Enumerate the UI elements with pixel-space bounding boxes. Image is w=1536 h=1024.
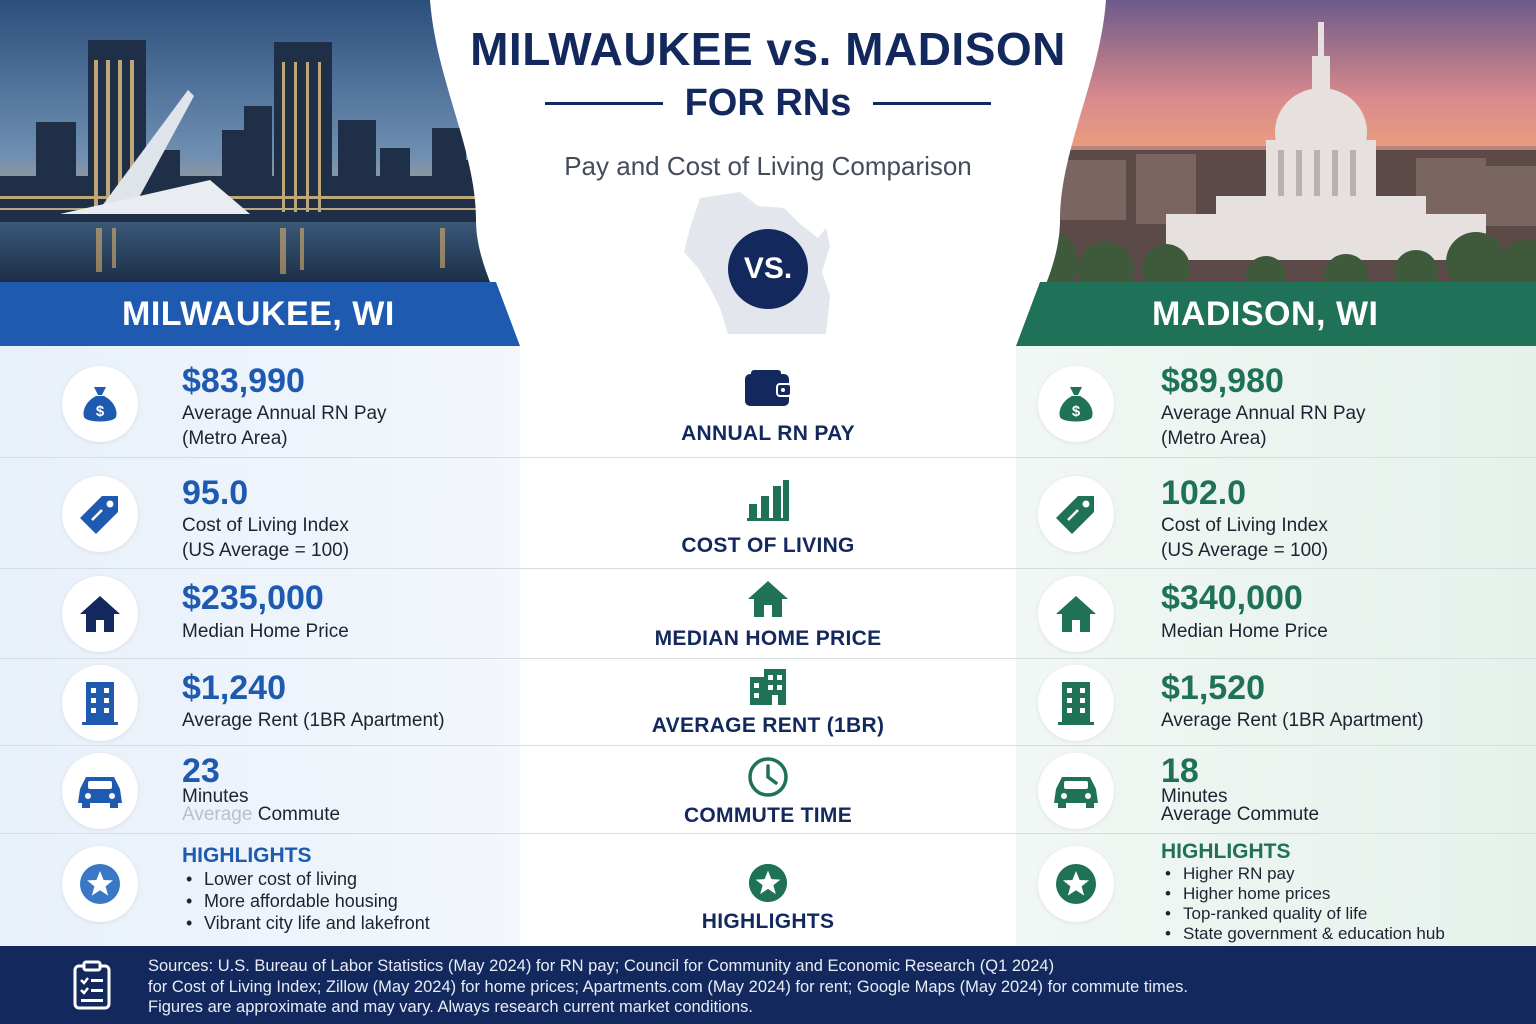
madison-home-desc: Median Home Price	[1161, 621, 1328, 642]
list-item: State government & education hub	[1161, 924, 1445, 944]
price-tag-icon	[62, 476, 138, 552]
madison-column	[1016, 346, 1536, 946]
madison-rent-value: $1,520	[1161, 669, 1265, 707]
svg-text:$: $	[96, 403, 105, 420]
row-cost-of-living: 95.0 Cost of Living Index (US Average = …	[0, 458, 1536, 569]
label-cost-of-living: COST OF LIVING	[681, 534, 855, 557]
madison-highlights-list: Higher RN pay Higher home prices Top-ran…	[1161, 864, 1445, 944]
sources-line1: Sources: U.S. Bureau of Labor Statistics…	[148, 957, 1055, 975]
row-commute-time: 23 Minutes Average Commute COMMUTE TIME …	[0, 746, 1536, 834]
star-icon	[62, 846, 138, 922]
list-item: Lower cost of living	[182, 868, 430, 890]
car-icon	[62, 753, 138, 829]
milwaukee-rent-value: $1,240	[182, 669, 286, 707]
madison-pay-desc-line1: Average Annual RN Pay	[1161, 403, 1366, 424]
madison-commute-value: 18	[1161, 752, 1199, 790]
building-icon-madison	[1038, 665, 1114, 741]
madison-commute-unit: Minutes	[1161, 786, 1228, 807]
page-subtitle: Pay and Cost of Living Comparison	[564, 151, 972, 181]
car-icon-madison	[1038, 753, 1114, 829]
row-average-rent: $1,240 Average Rent (1BR Apartment) AVER…	[0, 659, 1536, 746]
sources-line2: for Cost of Living Index; Zillow (May 20…	[148, 977, 1188, 996]
madison-city-name: MADISON, WI	[1152, 295, 1379, 333]
milwaukee-cost-value: 95.0	[182, 474, 249, 512]
label-median-home-price: MEDIAN HOME PRICE	[654, 627, 882, 650]
label-commute-time: COMMUTE TIME	[683, 804, 853, 827]
milwaukee-commute-value: 23	[182, 752, 220, 790]
building-icon	[62, 665, 138, 741]
house-icon-center	[728, 579, 808, 619]
list-item: Vibrant city life and lakefront	[182, 912, 430, 934]
row-highlights: HIGHLIGHTS Lower cost of living More aff…	[0, 834, 1536, 946]
row-annual-pay: $ $83,990 Average Annual RN Pay (Metro A…	[0, 346, 1536, 458]
milwaukee-home-value: $235,000	[182, 579, 324, 617]
title-line2-wrap: FOR RNs	[430, 82, 1106, 125]
money-bag-icon-madison: $	[1038, 366, 1114, 442]
label-highlights: HIGHLIGHTS	[701, 910, 835, 933]
madison-rent-desc: Average Rent (1BR Apartment)	[1161, 710, 1424, 731]
title-rule-left	[544, 102, 663, 105]
title-block: MILWAUKEE vs. MADISON FOR RNs Pay and Co…	[430, 22, 1106, 182]
madison-pay-value: $89,980	[1161, 362, 1284, 400]
clock-icon	[728, 756, 808, 798]
title-rule-right	[873, 102, 992, 105]
milwaukee-commute-label-faded: Average	[182, 804, 253, 825]
house-icon	[62, 576, 138, 652]
madison-highlights-title: HIGHLIGHTS	[1161, 840, 1291, 863]
milwaukee-rent-desc: Average Rent (1BR Apartment)	[182, 710, 445, 731]
house-icon-madison	[1038, 576, 1114, 652]
madison-cost-desc: Cost of Living Index (US Average = 100)	[1161, 513, 1328, 563]
label-average-rent: AVERAGE RENT (1BR)	[651, 714, 885, 737]
page-title-line2: FOR RNs	[684, 82, 852, 124]
list-item: Top-ranked quality of life	[1161, 904, 1445, 924]
milwaukee-highlights-list: Lower cost of living More affordable hou…	[182, 868, 430, 934]
madison-banner: MADISON, WI	[1016, 282, 1536, 346]
svg-text:$: $	[1072, 403, 1081, 420]
comparison-table: $ $83,990 Average Annual RN Pay (Metro A…	[0, 346, 1536, 946]
star-icon-madison	[1038, 846, 1114, 922]
sources-line3: Figures are approximate and may vary. Al…	[148, 998, 753, 1016]
madison-pay-desc: Average Annual RN Pay (Metro Area)	[1161, 401, 1366, 451]
madison-cost-value: 102.0	[1161, 474, 1247, 512]
madison-commute-desc: Minutes Average Commute	[1161, 786, 1320, 825]
milwaukee-home-desc: Median Home Price	[182, 621, 349, 642]
milwaukee-pay-desc-line1: Average Annual RN Pay	[182, 403, 387, 424]
apartment-icon	[728, 667, 808, 707]
vs-badge: VS.	[728, 229, 808, 309]
madison-pay-desc-line2: (Metro Area)	[1161, 428, 1267, 449]
milwaukee-highlights-title: HIGHLIGHTS	[182, 844, 312, 867]
milwaukee-cost-desc-line2: (US Average = 100)	[182, 540, 350, 561]
milwaukee-cost-desc-line1: Cost of Living Index	[182, 515, 349, 536]
milwaukee-banner: MILWAUKEE, WI	[0, 282, 520, 346]
madison-commute-label: Average Commute	[1161, 804, 1320, 825]
milwaukee-city-name: MILWAUKEE, WI	[122, 295, 395, 333]
madison-home-value: $340,000	[1161, 579, 1303, 617]
wallet-icon	[728, 368, 808, 408]
sources-footer: Sources: U.S. Bureau of Labor Statistics…	[0, 946, 1536, 1024]
sources-text: Sources: U.S. Bureau of Labor Statistics…	[148, 956, 1188, 1018]
page-title: MILWAUKEE vs. MADISON	[470, 23, 1066, 75]
milwaukee-commute-unit: Minutes	[182, 786, 249, 807]
milwaukee-commute-label-rest: Commute	[252, 804, 341, 825]
milwaukee-pay-desc: Average Annual RN Pay (Metro Area)	[182, 401, 387, 451]
milwaukee-pay-value: $83,990	[182, 362, 305, 400]
milwaukee-cost-desc: Cost of Living Index (US Average = 100)	[182, 513, 349, 563]
list-item: More affordable housing	[182, 890, 430, 912]
star-icon-center	[728, 862, 808, 904]
list-item: Higher home prices	[1161, 884, 1445, 904]
clipboard-icon	[73, 960, 111, 1010]
price-tag-icon-madison	[1038, 476, 1114, 552]
milwaukee-commute-label: Average Commute	[182, 804, 341, 825]
list-item: Higher RN pay	[1161, 864, 1445, 884]
row-median-home-price: $235,000 Median Home Price MEDIAN HOME P…	[0, 569, 1536, 659]
madison-cost-desc-line2: (US Average = 100)	[1161, 540, 1329, 561]
milwaukee-commute-desc: Minutes Average Commute	[182, 786, 341, 825]
milwaukee-pay-desc-line2: (Metro Area)	[182, 428, 288, 449]
label-annual-rn-pay: ANNUAL RN PAY	[681, 422, 855, 445]
madison-cost-desc-line1: Cost of Living Index	[1161, 515, 1328, 536]
bar-chart-icon	[728, 478, 808, 522]
money-bag-icon: $	[62, 366, 138, 442]
